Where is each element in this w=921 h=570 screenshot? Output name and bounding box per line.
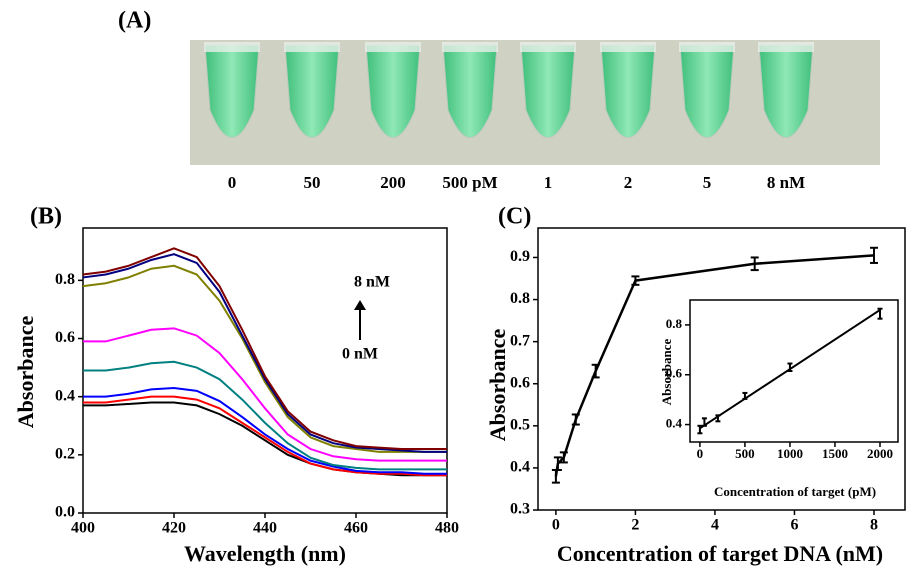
- tube-rim: [758, 42, 814, 52]
- plot-frame: [82, 227, 448, 514]
- tube-label: 1: [544, 173, 553, 192]
- y-axis-label: Absorbance: [485, 329, 510, 442]
- y-tick-label: 0.8: [55, 271, 75, 288]
- x-tick-label: 500: [735, 446, 755, 461]
- y-tick-label: 0.4: [55, 387, 75, 404]
- tube-rim: [679, 42, 735, 52]
- error-bar: [631, 275, 640, 286]
- error-bar: [715, 414, 721, 423]
- tube: [520, 44, 576, 138]
- panel-label: (A): [118, 8, 151, 34]
- tube: [284, 44, 340, 138]
- error-bar: [553, 456, 562, 472]
- tube-rim: [204, 42, 260, 52]
- tube-label: 8 nM: [767, 173, 805, 192]
- tube-label: 2: [624, 173, 633, 192]
- x-tick-label: 440: [253, 520, 277, 537]
- error-bar: [877, 307, 883, 320]
- spectrum-line: [82, 253, 447, 453]
- x-tick-label: 2000: [867, 446, 893, 461]
- x-axis-label: Concentration of target DNA (nM): [557, 541, 883, 566]
- y-tick-label: 0.6: [510, 374, 530, 391]
- error-bar: [701, 417, 707, 427]
- tube-label: 50: [304, 173, 321, 192]
- y-tick-label: 0.0: [55, 504, 75, 521]
- plot-frame: [689, 299, 899, 443]
- y-tick-label: 0.8: [666, 316, 683, 331]
- tube-rim: [600, 42, 656, 52]
- error-bar: [559, 451, 568, 464]
- x-tick-label: 0: [697, 446, 704, 461]
- x-tick-label: 0: [552, 517, 560, 534]
- tube-label: 5: [703, 173, 712, 192]
- x-axis-label: Wavelength (nm): [184, 541, 346, 566]
- x-tick-label: 1500: [822, 446, 848, 461]
- error-bar: [742, 391, 748, 400]
- y-axis-label: Absorbance: [13, 316, 38, 429]
- error-bar: [869, 246, 878, 264]
- x-tick-label: 6: [790, 517, 798, 534]
- error-bar: [591, 363, 600, 379]
- y-tick-label: 0.7: [510, 332, 530, 349]
- y-tick-label: 0.5: [510, 416, 530, 433]
- tube: [442, 44, 498, 138]
- spectrum-line: [83, 386, 447, 475]
- y-tick-label: 0.4: [510, 459, 530, 476]
- tube-rim: [520, 42, 576, 52]
- spectrum-line: [83, 327, 447, 462]
- panel-label: (B): [30, 204, 62, 230]
- y-axis-label: Absorbance: [659, 339, 674, 406]
- x-tick-label: 1000: [777, 446, 803, 461]
- tube: [600, 44, 656, 138]
- y-tick-label: 0.6: [55, 329, 75, 346]
- y-tick-label: 0.9: [510, 248, 530, 265]
- tube: [758, 44, 814, 138]
- error-bar: [787, 362, 793, 372]
- y-tick-label: 0.8: [510, 290, 530, 307]
- tube-label: 200: [380, 173, 406, 192]
- annotation: 8 nM: [354, 274, 390, 291]
- y-tick-label: 0.3: [510, 501, 530, 518]
- spectrum-line: [82, 264, 447, 453]
- tube-label: 0: [228, 173, 237, 192]
- x-tick-label: 8: [870, 517, 878, 534]
- spectrum-line: [83, 395, 447, 477]
- tube-rim: [442, 42, 498, 52]
- tube: [679, 44, 735, 138]
- x-tick-label: 2: [631, 517, 639, 534]
- x-tick-label: 480: [435, 520, 459, 537]
- y-tick-label: 0.4: [666, 416, 683, 431]
- x-tick-label: 420: [162, 520, 186, 537]
- tube-label: 500 pM: [442, 173, 497, 192]
- y-tick-label: 0.2: [55, 446, 75, 463]
- error-bar: [571, 413, 580, 426]
- tube: [365, 44, 421, 138]
- tubes: [204, 42, 814, 138]
- y-tick-label: 0.6: [666, 366, 683, 381]
- x-axis-label: Concentration of target (pM): [714, 484, 876, 499]
- spectrum-line: [82, 247, 447, 451]
- x-tick-label: 400: [71, 520, 95, 537]
- arrow-head: [354, 300, 366, 310]
- panel-label: (C): [498, 204, 531, 230]
- tube: [204, 44, 260, 138]
- error-bar: [750, 256, 759, 272]
- x-tick-label: 4: [711, 517, 719, 534]
- tube-rim: [365, 42, 421, 52]
- spectrum-line: [83, 360, 447, 471]
- annotation: 0 nM: [342, 346, 378, 363]
- error-bar: [697, 424, 703, 435]
- tube-rim: [284, 42, 340, 52]
- x-tick-label: 460: [344, 520, 368, 537]
